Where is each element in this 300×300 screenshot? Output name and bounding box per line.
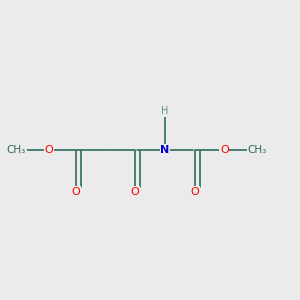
Text: N: N bbox=[160, 145, 170, 155]
Text: O: O bbox=[131, 187, 140, 196]
Text: O: O bbox=[71, 187, 80, 196]
Text: O: O bbox=[190, 187, 199, 196]
Text: O: O bbox=[220, 145, 229, 155]
Text: CH₃: CH₃ bbox=[248, 145, 267, 155]
Text: O: O bbox=[45, 145, 53, 155]
Text: CH₃: CH₃ bbox=[7, 145, 26, 155]
Text: H: H bbox=[161, 106, 169, 116]
